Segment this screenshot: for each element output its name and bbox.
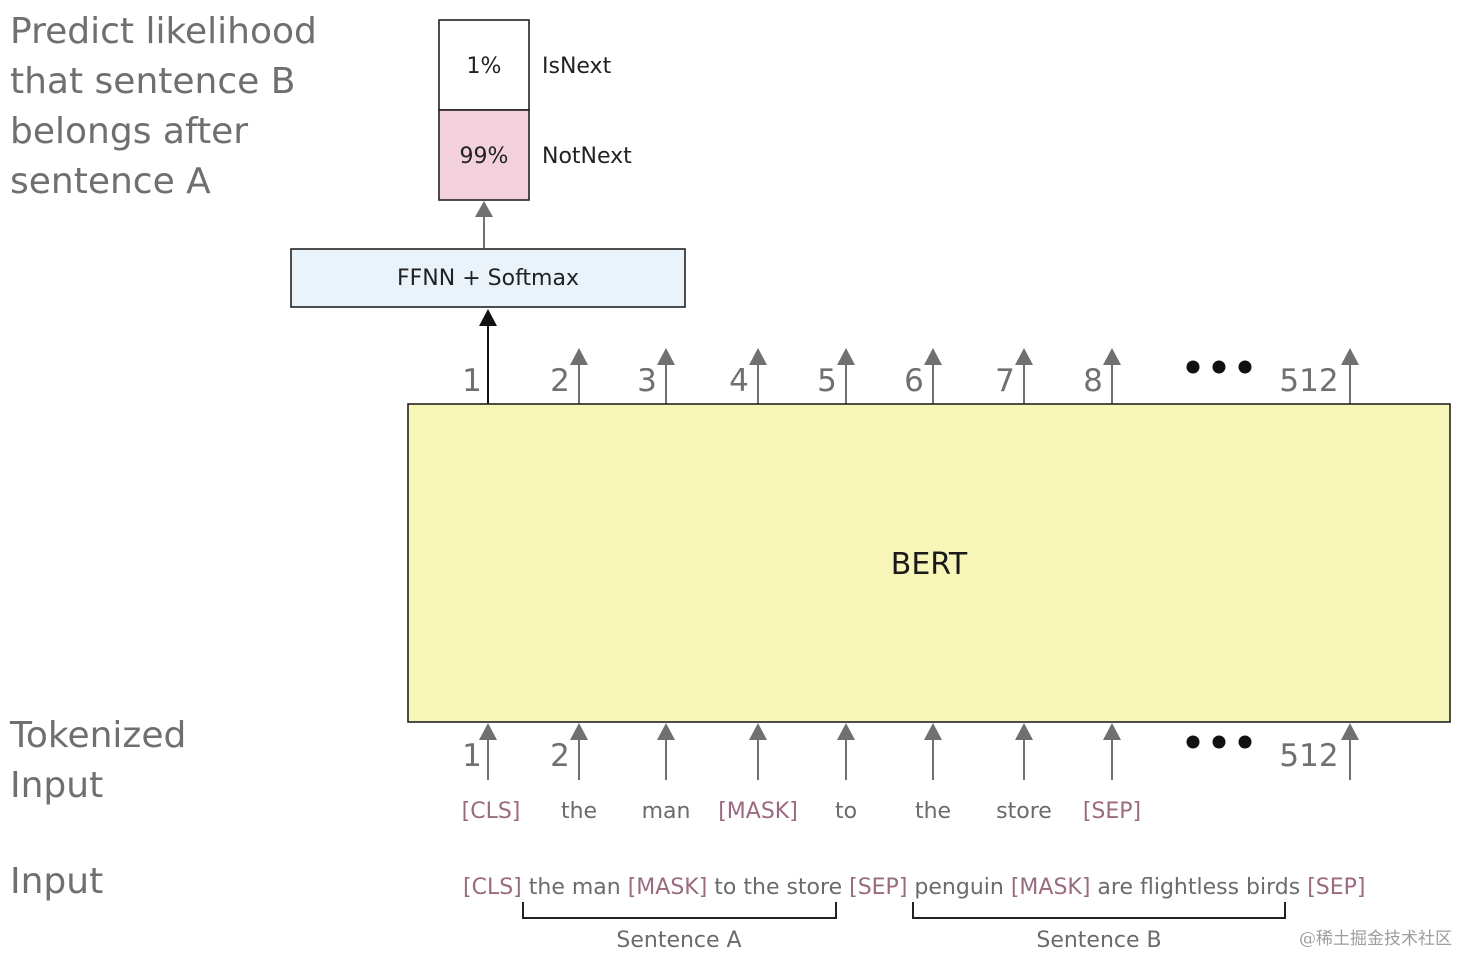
top-output-arrows bbox=[570, 348, 1359, 404]
token-label: to bbox=[835, 799, 857, 824]
isnext-box bbox=[438, 19, 530, 111]
top-position-numbers: 1 2 3 4 5 6 7 8 512 bbox=[462, 363, 1338, 399]
top-output-arrow-8-head bbox=[1103, 348, 1121, 365]
tokenized-label-line-1: Tokenized bbox=[9, 715, 186, 756]
watermark-text: @稀土掘金技术社区 bbox=[1299, 929, 1452, 949]
top-position-number: 4 bbox=[729, 363, 749, 399]
top-position-number: 8 bbox=[1083, 363, 1103, 399]
ffnn-softmax-label: FFNN + Softmax bbox=[397, 266, 579, 291]
input-special-token: [MASK] bbox=[628, 875, 708, 900]
bottom-input-arrow-1-head bbox=[479, 723, 497, 740]
top-output-arrow-7-head bbox=[1015, 348, 1033, 365]
input-word-segment: penguin bbox=[907, 875, 1010, 900]
token-label: the bbox=[561, 799, 597, 824]
ffnn-softmax-box bbox=[290, 248, 686, 308]
input-sentence: [CLS] the man [MASK] to the store [SEP] … bbox=[463, 875, 1366, 900]
top-ellipsis-dot bbox=[1212, 360, 1226, 374]
bottom-input-arrow-3-head bbox=[657, 723, 675, 740]
bert-label: BERT bbox=[891, 547, 968, 582]
input-word-segment: are flightless birds bbox=[1090, 875, 1307, 900]
tokens-row: [CLS] the man [MASK] to the store [SEP] bbox=[462, 799, 1142, 824]
bottom-input-arrow-6-head bbox=[924, 723, 942, 740]
predict-label-line-1: Predict likelihood bbox=[10, 11, 317, 52]
top-ellipsis-dot bbox=[1238, 360, 1252, 374]
top-position-number: 5 bbox=[817, 363, 837, 399]
input-label: Input bbox=[10, 861, 103, 902]
token-label: man bbox=[642, 799, 691, 824]
input-special-token: [MASK] bbox=[1011, 875, 1091, 900]
bottom-input-arrow-4-head bbox=[749, 723, 767, 740]
ffnn-to-output-arrowhead bbox=[475, 201, 493, 217]
token-label: [CLS] bbox=[462, 799, 521, 824]
top-position-number: 1 bbox=[462, 363, 482, 399]
bottom-input-arrow-2-head bbox=[570, 723, 588, 740]
bert-box bbox=[407, 403, 1451, 723]
notnext-box bbox=[438, 109, 530, 201]
bottom-position-number: 512 bbox=[1279, 738, 1338, 774]
top-ellipsis-dot bbox=[1186, 360, 1200, 374]
top-position-number: 3 bbox=[637, 363, 657, 399]
bottom-input-arrow-7-head bbox=[1015, 723, 1033, 740]
bottom-position-number: 1 bbox=[462, 738, 482, 774]
top-position-number: 6 bbox=[904, 363, 924, 399]
cls-to-ffnn-arrowhead bbox=[479, 309, 497, 326]
top-output-arrow-6-head bbox=[924, 348, 942, 365]
top-output-arrow-2-head bbox=[570, 348, 588, 365]
top-position-number: 2 bbox=[550, 363, 570, 399]
token-label: store bbox=[996, 799, 1052, 824]
top-output-arrow-9-head bbox=[1341, 348, 1359, 365]
sentence-a-label: Sentence A bbox=[616, 928, 741, 953]
input-word-segment: to the store bbox=[707, 875, 849, 900]
predict-label-line-3: belongs after bbox=[10, 111, 248, 152]
isnext-label: IsNext bbox=[542, 54, 612, 79]
top-position-number: 7 bbox=[995, 363, 1015, 399]
input-word-segment: the man bbox=[522, 875, 628, 900]
bottom-ellipsis-dot bbox=[1238, 735, 1252, 749]
top-position-number: 512 bbox=[1279, 363, 1338, 399]
top-output-arrow-4-head bbox=[749, 348, 767, 365]
input-special-token: [SEP] bbox=[1307, 875, 1365, 900]
token-label: the bbox=[915, 799, 951, 824]
isnext-value: 1% bbox=[467, 54, 502, 79]
bottom-ellipsis-dot bbox=[1186, 735, 1200, 749]
notnext-value: 99% bbox=[460, 144, 509, 169]
input-special-token: [SEP] bbox=[849, 875, 907, 900]
bottom-input-arrows bbox=[479, 723, 1359, 780]
token-label: [SEP] bbox=[1083, 799, 1141, 824]
predict-label-line-4: sentence A bbox=[10, 161, 211, 202]
sentence-a-bracket bbox=[522, 902, 837, 919]
tokenized-label-line-2: Input bbox=[10, 765, 103, 806]
notnext-label: NotNext bbox=[542, 144, 632, 169]
bottom-position-numbers: 1 2 512 bbox=[462, 738, 1338, 774]
bottom-input-arrow-8-head bbox=[1103, 723, 1121, 740]
bottom-input-arrow-5-head bbox=[837, 723, 855, 740]
token-label: [MASK] bbox=[718, 799, 798, 824]
predict-label-line-2: that sentence B bbox=[10, 61, 295, 102]
bottom-input-arrow-9-head bbox=[1341, 723, 1359, 740]
sentence-b-label: Sentence B bbox=[1036, 928, 1161, 953]
bottom-position-number: 2 bbox=[550, 738, 570, 774]
top-output-arrow-5-head bbox=[837, 348, 855, 365]
top-output-arrow-3-head bbox=[657, 348, 675, 365]
input-special-token: [CLS] bbox=[463, 875, 522, 900]
sentence-b-bracket bbox=[912, 902, 1286, 919]
bottom-ellipsis-dot bbox=[1212, 735, 1226, 749]
